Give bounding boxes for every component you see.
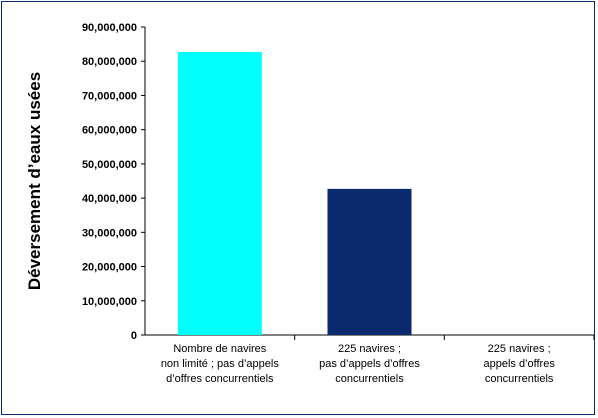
y-tick-label: 90,000,000	[82, 22, 137, 34]
category-label: 225 navires ;	[338, 343, 401, 355]
category-label: 225 navires ;	[488, 343, 551, 355]
bar	[177, 51, 262, 335]
category-label: Nombre de navires	[173, 343, 266, 355]
y-tick-label: 40,000,000	[82, 193, 137, 205]
category-label: concurrentiels	[335, 373, 404, 385]
y-tick-label: 70,000,000	[82, 90, 137, 102]
category-label: non limité ; pas d’appels	[161, 358, 280, 370]
y-tick-label: 50,000,000	[82, 159, 137, 171]
y-tick-label: 80,000,000	[82, 56, 137, 68]
category-label: appels d’offres	[483, 358, 555, 370]
y-tick-label: 10,000,000	[82, 296, 137, 308]
category-label: d’offres concurrentiels	[166, 373, 274, 385]
category-label: concurrentiels	[485, 373, 554, 385]
y-tick-label: 60,000,000	[82, 125, 137, 137]
bar	[327, 188, 412, 335]
y-tick-label: 0	[131, 330, 137, 342]
y-axis-label: Déversement d’eaux usées	[25, 72, 44, 290]
y-tick-label: 20,000,000	[82, 262, 137, 274]
category-label: pas d’appels d’offres	[319, 358, 420, 370]
y-tick-label: 30,000,000	[82, 227, 137, 239]
